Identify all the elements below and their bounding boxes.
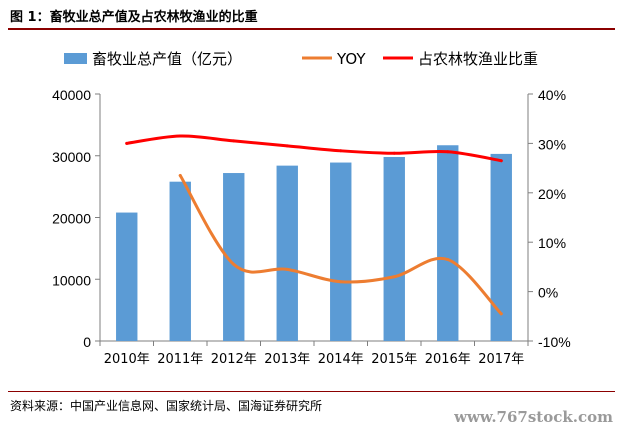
share-line	[125, 134, 503, 163]
y-right-tick-label: 30%	[538, 136, 566, 152]
legend-bar-swatch	[64, 53, 87, 64]
x-tick-label: 2013年	[264, 352, 310, 367]
share-line-point	[339, 149, 343, 153]
share-line-point	[499, 159, 503, 163]
watermark: www.767stock.com	[454, 408, 613, 426]
y-left-tick-label: 10000	[52, 272, 91, 288]
y-right-tick-label: -10%	[538, 334, 571, 350]
axes	[95, 93, 533, 346]
yoy-line-point	[178, 174, 182, 178]
y-left-tick-label: 20000	[52, 211, 91, 227]
bar	[490, 153, 512, 341]
y-left-tick-label: 30000	[52, 149, 91, 165]
chart-title: 图 1：畜牧业总产值及占农林牧渔业的比重	[10, 10, 258, 25]
share-line-point	[125, 141, 129, 145]
share-line-point	[285, 144, 289, 148]
bar	[276, 165, 298, 341]
y-right-tick-label: 0%	[538, 285, 558, 301]
source-note: 资料来源：中国产业信息网、国家统计局、国海证券研究所	[10, 399, 323, 413]
yoy-line-point	[499, 312, 503, 316]
bar	[116, 212, 138, 341]
legend-bar-label: 畜牧业总产值（亿元）	[92, 50, 242, 68]
legend-share-label: 占农林牧渔业比重	[418, 50, 538, 68]
y-left-tick-label: 0	[83, 334, 91, 350]
combo-chart: 畜牧业总产值（亿元） YOY 占农林牧渔业比重 0 10000 20000 30000…	[52, 50, 571, 367]
share-line-point	[392, 151, 396, 155]
share-line-point	[446, 150, 450, 154]
x-tick-label: 2012年	[211, 352, 257, 367]
source-rule	[8, 391, 615, 392]
title-bar: 图 1：畜牧业总产值及占农林牧渔业的比重	[8, 4, 615, 30]
bar	[223, 173, 245, 341]
line-series	[125, 134, 503, 316]
share-line-point	[178, 134, 182, 138]
bar	[383, 156, 405, 341]
x-tick-label: 2014年	[318, 352, 364, 367]
x-tick-label: 2017年	[478, 352, 524, 367]
y-left-tick-label: 40000	[52, 87, 91, 103]
yoy-line-point	[392, 275, 396, 279]
bar	[169, 181, 191, 341]
bar	[437, 145, 459, 341]
bar-series	[116, 145, 512, 341]
yoy-line-point	[285, 267, 289, 271]
share-line-point	[232, 139, 236, 143]
y-right-tick-label: 40%	[538, 87, 566, 103]
bar	[330, 162, 352, 341]
legend-yoy-label: YOY	[336, 50, 366, 68]
tick-labels: 0 10000 20000 30000 40000 -10% 0% 10% 20% 30% 40% 2…	[52, 87, 571, 367]
y-right-tick-label: 10%	[538, 235, 566, 251]
x-tick-label: 2016年	[425, 352, 471, 367]
x-tick-label: 2010年	[104, 352, 150, 367]
yoy-line-point	[339, 280, 343, 284]
yoy-line-point	[446, 257, 450, 261]
yoy-line-point	[232, 262, 236, 266]
y-right-tick-label: 20%	[538, 186, 566, 202]
x-tick-label: 2015年	[371, 352, 417, 367]
x-tick-label: 2011年	[157, 352, 203, 367]
legend: 畜牧业总产值（亿元） YOY 占农林牧渔业比重	[64, 50, 538, 68]
